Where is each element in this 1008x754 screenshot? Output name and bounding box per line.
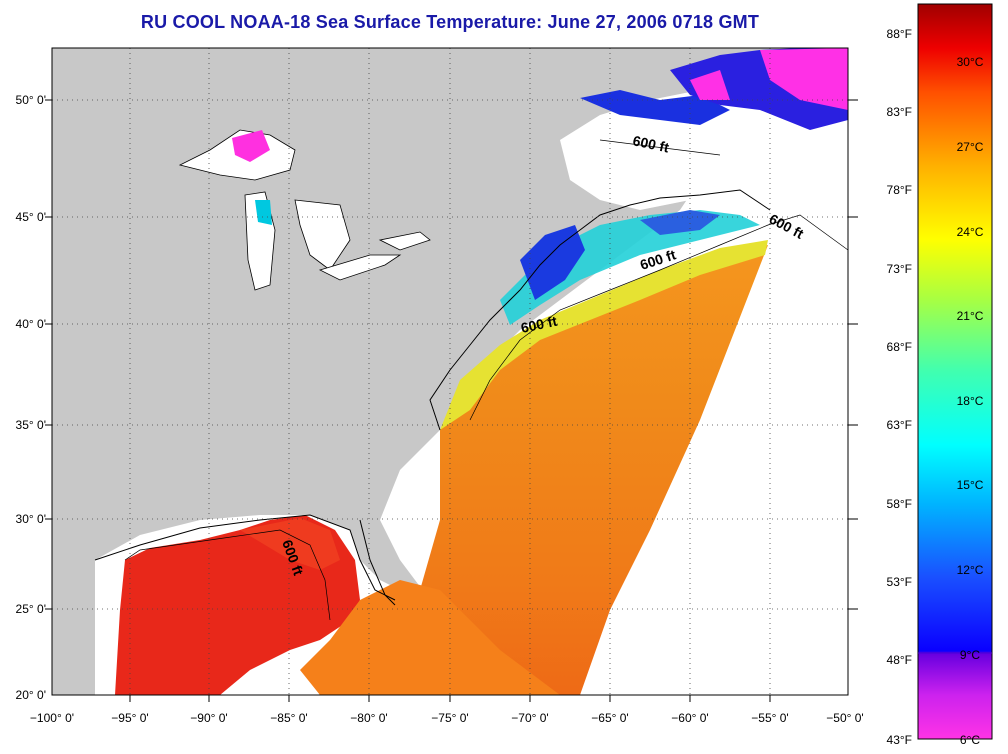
fahrenheit-label: 58°F [887, 497, 912, 511]
fahrenheit-scale: 88°F 83°F 78°F 73°F 68°F 63°F 58°F 53°F … [887, 27, 912, 747]
lat-label: 45° 0' [16, 210, 46, 224]
fahrenheit-label: 73°F [887, 262, 912, 276]
fahrenheit-label: 68°F [887, 340, 912, 354]
isobath-gulf [124, 529, 331, 621]
celsius-label: 6°C [960, 733, 980, 747]
gulf-coastline [94, 514, 396, 601]
map-title: RU COOL NOAA-18 Sea Surface Temperature:… [140, 12, 760, 32]
gulf-of-maine-sst [640, 210, 720, 235]
lat-label: 25° 0' [16, 602, 46, 616]
fahrenheit-label: 43°F [887, 733, 912, 747]
gaspe-cold-sst [690, 70, 730, 100]
slope-water-sst [440, 240, 768, 430]
celsius-scale: 30°C 27°C 24°C 21°C 18°C 15°C 12°C 9°C 6… [957, 55, 984, 747]
lon-label: −60° 0' [671, 711, 708, 725]
fahrenheit-label: 83°F [887, 105, 912, 119]
lon-label: −65° 0' [591, 711, 628, 725]
fahrenheit-label: 63°F [887, 418, 912, 432]
lon-label: −50° 0' [826, 711, 863, 725]
latitude-axis: 20° 0' 25° 0' 30° 0' 35° 0' 40° 0' 45° 0… [16, 93, 46, 702]
celsius-label: 27°C [957, 140, 984, 154]
lon-label: −70° 0' [511, 711, 548, 725]
lon-label: −95° 0' [111, 711, 148, 725]
lake-erie [318, 254, 402, 281]
depth-label: 600 ft [631, 132, 670, 155]
celsius-label: 15°C [957, 478, 984, 492]
fahrenheit-label: 53°F [887, 575, 912, 589]
labrador-cold-sst [760, 48, 848, 110]
atlantic-coastline [429, 189, 771, 431]
lat-label: 30° 0' [16, 512, 46, 526]
graticule [45, 48, 858, 702]
isobath-atlantic [469, 214, 848, 421]
celsius-label: 30°C [957, 55, 984, 69]
lake-superior-sst [232, 130, 270, 162]
depth-label: 600 ft [519, 313, 558, 336]
lon-label: −55° 0' [751, 711, 788, 725]
color-bar-gradient [917, 3, 993, 740]
color-bar: 88°F 83°F 78°F 73°F 68°F 63°F 58°F 53°F … [887, 3, 993, 747]
lon-label: −75° 0' [431, 711, 468, 725]
longitude-axis: −100° 0' −95° 0' −90° 0' −85° 0' −80° 0'… [30, 711, 864, 725]
lon-label: −85° 0' [270, 711, 307, 725]
florida-coastline [359, 519, 396, 606]
fahrenheit-label: 78°F [887, 183, 912, 197]
cold-pool-sst [520, 225, 585, 300]
lat-label: 50° 0' [16, 93, 46, 107]
map-frame [51, 47, 849, 696]
lat-label: 40° 0' [16, 317, 46, 331]
canada-coast-no-data [560, 70, 848, 270]
map-area [52, 48, 848, 695]
lat-label: 20° 0' [16, 688, 46, 702]
lake-ontario [378, 231, 431, 251]
lon-label: −90° 0' [190, 711, 227, 725]
lake-michigan-sst [255, 200, 272, 225]
lon-label: −80° 0' [350, 711, 387, 725]
st-lawrence-sst [580, 90, 730, 125]
celsius-label: 21°C [957, 309, 984, 323]
shelf-water-sst [500, 210, 760, 325]
lat-label: 35° 0' [16, 418, 46, 432]
celsius-label: 24°C [957, 225, 984, 239]
isobath-laurentian [599, 139, 721, 156]
fahrenheit-label: 48°F [887, 653, 912, 667]
caribbean-sst [300, 580, 560, 695]
celsius-label: 18°C [957, 394, 984, 408]
fahrenheit-label: 88°F [887, 27, 912, 41]
celsius-label: 9°C [960, 648, 980, 662]
lon-label: −100° 0' [30, 711, 74, 725]
celsius-label: 12°C [957, 563, 984, 577]
